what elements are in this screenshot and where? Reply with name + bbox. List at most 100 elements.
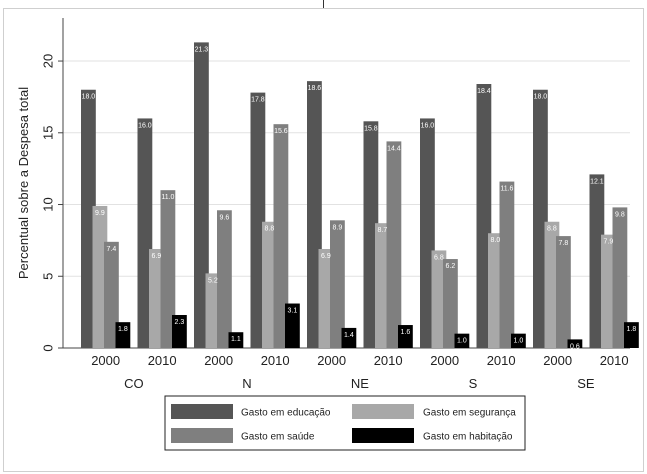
bar-value-label: 7.4 [107,246,117,253]
legend-label: Gasto em educação [241,408,331,419]
y-tick-label: 20 [40,54,55,68]
x-tick-year-label: 2010 [148,353,177,368]
x-tick-year-label: 2000 [430,353,459,368]
bar-value-label: 21.3 [195,46,209,53]
bar [228,332,244,348]
x-group-label: NE [351,376,369,391]
bar-value-label: 1.0 [514,338,524,345]
bar [137,118,153,348]
bar [589,174,605,348]
bar [104,241,119,348]
bar-value-label: 6.8 [434,254,444,261]
bar [612,207,628,348]
bar [488,233,503,348]
bar-value-label: 14.4 [387,145,401,152]
legend-swatch [352,404,414,419]
bar-value-label: 16.0 [138,122,152,129]
x-ticks: 2000 2010 CO 2000 2010 N 2000 2010 NE 2000 2010 S 20… [91,353,628,391]
bar [398,325,413,348]
bar [217,210,232,348]
bar-value-label: 9.8 [615,211,625,218]
bar-value-label: 15.8 [364,125,378,132]
bar [363,121,379,348]
bar [92,205,108,348]
x-tick-year-label: 2000 [91,353,120,368]
x-tick-year-label: 2000 [317,353,346,368]
bar-value-label: 1.1 [231,336,241,343]
bar [544,221,560,348]
bar-value-label: 1.0 [457,338,467,345]
bar-value-label: 9.9 [95,210,105,217]
x-tick-year-label: 2010 [487,353,516,368]
x-tick-year-label: 2010 [261,353,290,368]
bars [81,42,639,349]
bar [499,181,515,348]
bar-value-label: 11.0 [161,194,174,201]
bar [160,190,176,348]
y-axis-label: Percentual sobre a Despesa total [16,87,31,279]
legend-swatch [171,428,233,443]
bar-value-label: 0.6 [570,343,580,350]
bar-value-label: 18.0 [82,94,96,101]
bar-value-label: 6.9 [152,253,162,260]
bar-value-label: 7.8 [559,240,569,247]
bar-value-label: 8.8 [547,226,557,233]
bar-value-label: 1.6 [401,329,411,336]
bar [476,84,492,348]
x-tick-year-label: 2000 [204,353,233,368]
x-group-label: SE [577,376,595,391]
bar-value-label: 3.1 [288,308,298,315]
bar [454,333,470,348]
bar [567,339,583,348]
x-tick-year-label: 2000 [543,353,572,368]
y-ticks: 0 5 10 15 20 [40,54,63,352]
bar [443,259,458,348]
x-group-label: CO [124,376,144,391]
bar [556,236,571,348]
bar-value-label: 18.4 [477,88,491,95]
bar-value-label: 12.1 [590,178,604,185]
bar-value-label: 6.2 [446,263,456,270]
bar-value-label: 16.0 [421,122,435,129]
bar-value-label: 8.9 [333,224,343,231]
x-tick-year-label: 2010 [374,353,403,368]
y-tick-label: 15 [40,126,55,140]
y-tick-label: 5 [40,273,55,280]
bar [172,315,187,348]
bar-value-label: 8.8 [265,226,275,233]
bar [205,273,221,348]
bar [330,220,345,348]
bar [420,118,435,348]
bar-value-label: 8.0 [491,237,501,244]
bar-value-label: 11.6 [500,186,513,193]
bar-value-label: 18.6 [308,85,322,92]
bar-value-label: 2.3 [175,319,185,326]
y-tick-label: 0 [40,344,55,351]
bar-value-label: 18.0 [534,94,548,101]
bar [194,42,209,349]
legend-label: Gasto em saúde [241,432,315,443]
bar [307,81,322,348]
bar-value-label: 15.6 [274,128,288,135]
value-labels: 18.0 9.9 7.4 1.8 16.0 6.9 11.0 2.3 21.3 5.2 9.6 1.1… [82,46,637,350]
bar-value-label: 1.8 [627,326,637,333]
bar-value-label: 8.7 [378,227,388,234]
bar [285,303,300,348]
x-group-label: N [242,376,251,391]
bar [511,333,526,348]
bar [115,322,131,348]
x-tick-year-label: 2010 [600,353,629,368]
bar-value-label: 17.8 [251,97,265,104]
legend-label: Gasto em segurança [423,408,516,419]
bar [250,92,266,348]
top-marker [323,0,324,8]
y-tick-label: 10 [40,197,55,211]
bar-value-label: 7.9 [604,239,614,246]
bar-value-label: 1.4 [344,332,354,339]
legend-swatch [171,404,233,419]
bar [624,322,639,348]
legend: Gasto em educação Gasto em segurança Gasto… [164,395,526,451]
x-group-label: S [469,376,478,391]
bar [601,234,616,348]
